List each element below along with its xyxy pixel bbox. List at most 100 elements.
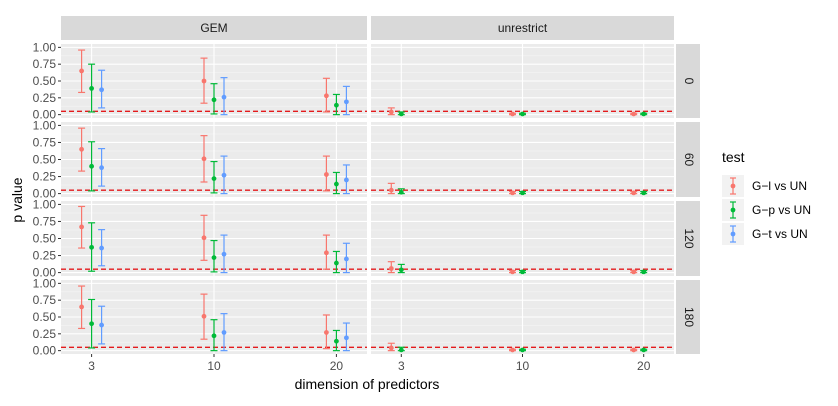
row-strip [676,44,700,118]
facet-strips: GEM unrestrict 0 60 120 180 [61,16,700,354]
x-tick-label: 10 [207,359,221,373]
data-point [398,347,404,353]
data-point [520,269,525,275]
data-point [631,347,637,353]
x-tick-label: 20 [330,359,344,373]
y-tick-label: 0.50 [33,310,57,324]
data-point [344,256,349,262]
panels-layer [61,44,674,354]
data-point [211,333,217,339]
errorbar [332,93,340,116]
y-tick-label: 1.00 [33,197,57,211]
errorbar [98,229,106,267]
data-point [641,347,647,353]
errorbar [200,293,208,340]
errorbar [98,69,106,109]
errorbar [332,250,340,274]
data-point [510,190,515,196]
data-point [211,176,217,181]
errorbar [630,190,638,196]
errorbar [630,269,638,275]
legend-label: G−l vs UN [752,179,807,193]
data-point [89,244,94,250]
data-point [334,338,339,344]
col-strip [371,16,674,40]
data-point [631,190,637,196]
y-tick-label: 0.00 [33,187,57,201]
data-point [334,260,339,266]
data-point [398,111,404,117]
errorbar [640,111,648,117]
errorbar [342,85,350,116]
y-tick-label: 0.00 [33,108,57,122]
data-point [520,347,525,353]
errorbar [78,285,86,330]
data-point [344,335,349,341]
data-point [221,94,227,100]
data-point [388,266,394,271]
errorbar [397,111,405,117]
y-tick-label: 1.00 [33,118,57,132]
data-point [510,269,515,275]
legend-label: G−t vs UN [752,227,808,241]
col-strip-label: unrestrict [498,21,548,35]
data-point [211,97,217,103]
data-point [388,345,394,351]
errorbar [640,269,648,275]
errorbar [220,313,228,352]
errorbar [220,77,228,116]
x-tick-label: 3 [398,359,405,373]
errorbar [387,107,395,116]
data-point [631,269,637,275]
data-point [201,78,207,84]
legend-key-point [730,207,736,213]
data-point [99,322,104,328]
data-point [344,177,349,183]
errorbar [640,190,648,196]
legend-label: G−p vs UN [752,203,811,217]
col-strip-label: GEM [200,21,227,35]
y-tick-label: 0.75 [33,57,57,71]
data-point [520,111,525,117]
data-point [520,190,525,196]
data-point [221,251,227,257]
x-tick-label: 10 [516,359,530,373]
data-point [324,93,329,99]
errorbar [200,57,208,104]
errorbar [210,83,218,115]
errorbar [397,263,405,274]
errorbar [342,164,350,195]
errorbar [322,155,330,192]
y-tick-label: 0.75 [33,135,57,149]
errorbar [342,322,350,352]
errorbar [332,171,340,195]
errorbar [387,182,395,195]
data-point [79,304,84,310]
errorbar [397,188,405,195]
errorbar [322,77,330,113]
data-point [89,163,94,169]
data-point [334,181,339,187]
y-axis-title: p value [9,177,25,222]
errorbar [88,63,96,113]
data-point [221,172,227,178]
errorbar [210,239,218,273]
errorbar [220,234,228,274]
y-tick-label: 0.50 [33,232,57,246]
x-axis-title: dimension of predictors [295,376,440,392]
legend: test G−l vs UN G−p vs UN G−t vs UN [722,149,811,245]
errorbar [78,49,86,94]
errorbar [509,190,516,196]
errorbar [98,305,106,345]
errorbar [387,261,395,274]
data-point [79,224,84,230]
data-point [201,235,207,241]
data-point [201,156,207,162]
data-point [388,109,394,115]
row-strip [676,201,700,276]
row-strip [676,280,700,354]
errorbar [200,214,208,261]
data-point [398,267,404,273]
errorbar [322,314,330,350]
legend-key: G−p vs UN [722,199,811,221]
